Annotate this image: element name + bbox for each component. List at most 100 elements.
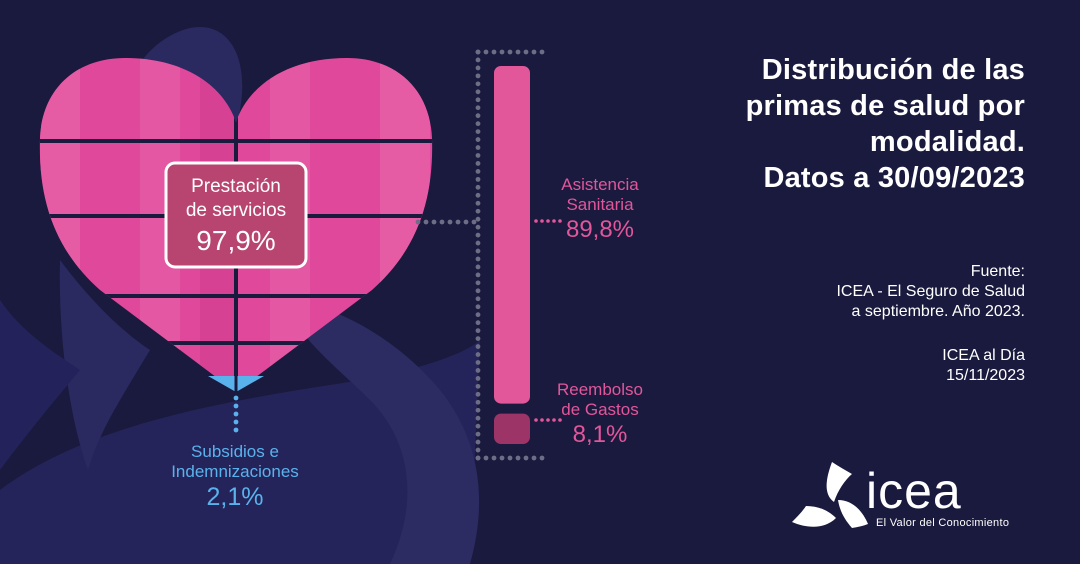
label-value: 8,1% (572, 421, 628, 448)
bracket-dot (475, 288, 481, 294)
connector-dot (447, 219, 453, 225)
bracket-dot (475, 81, 481, 87)
label-reembolso-gastos: Reembolso de Gastos 8,1% (530, 380, 670, 450)
bracket-dot (475, 89, 481, 95)
leader-dot (552, 219, 556, 223)
bracket-dot (475, 423, 481, 429)
leader-dot (546, 219, 550, 223)
leader-dot (558, 418, 562, 422)
bracket-dot (475, 399, 481, 405)
bracket-dot (475, 145, 481, 150)
bracket-dot (475, 431, 481, 437)
label-name-line: de Gastos (561, 400, 639, 419)
label-name-line: Indemnizaciones (171, 462, 299, 481)
bracket-dot (475, 232, 481, 238)
bracket-dot (475, 368, 481, 373)
bracket-dot (499, 49, 505, 55)
bracket-dot (475, 344, 481, 349)
bracket-dot (539, 455, 545, 461)
bracket-dot (475, 216, 481, 222)
connector-dot (455, 219, 461, 225)
bracket-dot (475, 455, 481, 461)
bracket-dot (515, 455, 521, 461)
label-name-line: de servicios (185, 200, 287, 221)
bracket-dot (507, 49, 513, 55)
bracket-dot (475, 57, 481, 63)
subsidy-dot (233, 411, 239, 417)
subsidy-dot (233, 427, 239, 433)
bar-leader-dots (534, 219, 562, 422)
bracket-dot (475, 328, 481, 334)
source-line: Fuente: (970, 263, 1025, 280)
bracket-dot (523, 49, 529, 55)
label-prestacion-servicios: Prestación de servicios 97,9% (166, 163, 306, 267)
connector-dot (439, 219, 445, 225)
logo-tagline: El Valor del Conocimiento (876, 517, 1010, 529)
heart-connector-dots (415, 219, 477, 225)
label-name-line: Reembolso (557, 380, 643, 399)
title-line: Datos a 30/09/2023 (763, 162, 1025, 194)
bracket-dot (475, 121, 481, 127)
prestacion-label-box (164, 161, 308, 269)
label-name-line: Asistencia (561, 175, 639, 194)
bar-reembolso-gastos (494, 413, 530, 444)
subsidy-dot (233, 419, 239, 425)
bracket-dot (475, 304, 481, 310)
bracket-dot (475, 439, 481, 445)
bracket-dot (475, 65, 481, 71)
leader-dot (540, 219, 544, 223)
bracket-dot (475, 153, 481, 158)
label-value: 97,9% (196, 225, 276, 256)
source-line: a septiembre. Año 2023. (851, 303, 1025, 320)
icea-triskelion-icon (792, 462, 868, 528)
bracket-dot (475, 375, 481, 381)
label-value: 2,1% (206, 483, 264, 511)
connector-dot (471, 219, 477, 225)
publication-note: ICEA al Día 15/11/2023 (760, 346, 1025, 386)
leader-dot (534, 219, 538, 223)
connector-dot (431, 219, 437, 225)
subsidy-dot (233, 403, 239, 409)
bracket-dot (475, 224, 481, 230)
bracket-dot (531, 455, 537, 461)
leader-dot (552, 418, 556, 422)
bracket-dot (475, 161, 481, 166)
bracket-dot (475, 184, 481, 190)
subsidy-connector-dots (233, 395, 239, 433)
connector-dot (415, 219, 421, 225)
bracket-dot (483, 455, 489, 461)
bracket-dot (475, 320, 481, 326)
bracket-dot (475, 383, 481, 389)
page-title: Distribución de las primas de salud por … (640, 52, 1025, 196)
leader-dot (558, 219, 562, 223)
bracket-dot (475, 113, 481, 119)
bracket-dot (475, 240, 481, 246)
bracket-dot (475, 272, 481, 278)
title-line: modalidad. (869, 126, 1025, 158)
bracket-dot (475, 296, 481, 302)
bracket-dot (475, 312, 481, 318)
bracket-dot (475, 176, 481, 182)
leader-dot (534, 418, 538, 422)
bracket-dot (475, 200, 481, 206)
bracket-dot (491, 455, 497, 461)
label-name-line: Subsidios e (191, 442, 279, 461)
bracket-dot (475, 129, 481, 135)
bracket-dot (475, 97, 481, 103)
bracket-dot (475, 336, 481, 341)
bracket-dot (475, 360, 481, 365)
bracket-dot (515, 49, 521, 55)
bracket-dot (523, 455, 529, 461)
logo-wordmark: icea (866, 463, 962, 519)
bracket-dot (475, 447, 481, 453)
title-line: primas de salud por (745, 90, 1025, 122)
bracket-dot (475, 391, 481, 397)
source-line: ICEA - El Seguro de Salud (836, 283, 1025, 300)
bracket-dot (499, 455, 505, 461)
publication-line: 15/11/2023 (946, 367, 1025, 384)
leader-dot (540, 418, 544, 422)
bracket-dot (475, 352, 481, 357)
source-note: Fuente: ICEA - El Seguro de Salud a sept… (700, 262, 1025, 322)
leader-dot (546, 418, 550, 422)
